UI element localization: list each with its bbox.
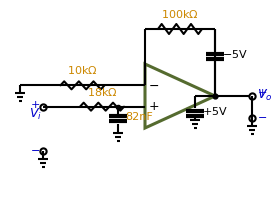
Text: $V_i$: $V_i$ bbox=[29, 107, 41, 122]
Text: $+$5V: $+$5V bbox=[202, 105, 228, 117]
Text: 100k$\Omega$: 100k$\Omega$ bbox=[161, 8, 199, 20]
Text: $+$: $+$ bbox=[148, 100, 160, 113]
Text: $+$: $+$ bbox=[257, 86, 267, 97]
Text: $V_o$: $V_o$ bbox=[257, 88, 272, 103]
Text: 82nF: 82nF bbox=[125, 112, 153, 122]
Text: $-$: $-$ bbox=[148, 79, 160, 92]
Text: $+$: $+$ bbox=[30, 99, 40, 110]
Text: 18k$\Omega$: 18k$\Omega$ bbox=[87, 86, 117, 98]
Text: $-$: $-$ bbox=[30, 144, 40, 154]
Text: $-$5V: $-$5V bbox=[222, 48, 248, 60]
Text: 10k$\Omega$: 10k$\Omega$ bbox=[67, 64, 98, 76]
Text: $-$: $-$ bbox=[257, 111, 267, 121]
